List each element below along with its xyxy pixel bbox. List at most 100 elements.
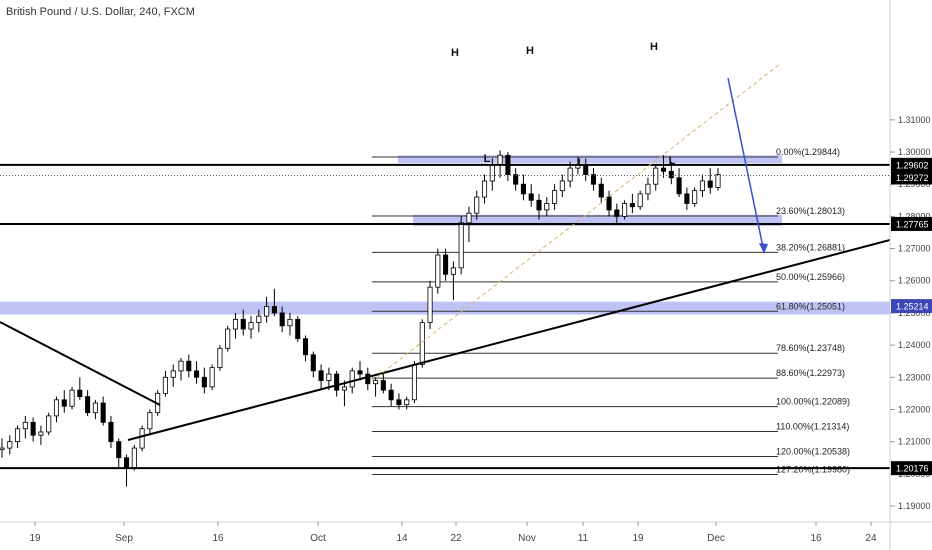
candle-76 [590,168,597,191]
zone-0 [398,155,782,163]
candle-body [232,318,239,330]
candle-body [668,170,674,179]
candle-body [660,167,667,172]
candle-53 [411,361,418,404]
fib-label-9: 120.00%(1.20538) [776,447,850,457]
chart-title: British Pound / U.S. Dollar, 240, FXCM [6,6,195,18]
candle-56 [435,248,441,294]
candle-73 [567,161,573,188]
y-tick-label-12: 1.31000 [898,115,931,125]
candle-body [552,190,558,204]
candle-body [61,399,67,407]
candle-90 [699,174,705,198]
candle-body [373,380,379,385]
candle-55 [427,280,433,330]
candle-68 [528,184,534,207]
x-tick-label-1: Sep [115,533,133,544]
candle-body [326,373,332,381]
candle-body [637,193,643,208]
fib-label-1: 23.60%(1.28013) [776,206,845,216]
x-tick-label-7: 11 [578,533,589,544]
candle-body [544,203,550,211]
projection-arrow[interactable] [727,77,765,253]
trendline-descending[interactable] [0,321,161,406]
candle-body [38,431,44,436]
candle-body [225,328,231,349]
x-tick-label-3: Oct [310,533,326,544]
candle-12 [92,399,98,420]
candle-body [131,447,137,468]
candle-body [598,183,604,198]
candle-47 [365,367,371,391]
candle-body [30,421,36,436]
y-tick-label-5: 1.24000 [898,340,931,350]
candle-body [388,389,394,401]
candle-body [22,421,28,430]
candle-8 [61,390,67,413]
fib-label-3: 50.00%(1.25966) [776,272,845,282]
candle-81 [629,193,635,214]
candle-6 [46,412,52,436]
candle-35 [271,288,277,317]
candle-body [248,322,254,330]
candle-66 [513,168,519,191]
candle-28 [217,345,223,371]
candle-body [513,174,519,185]
candle-body [645,183,651,195]
candle-body [341,386,347,391]
candle-43 [334,370,340,397]
price-badge-0: 1.29602 [891,157,932,172]
arrow-head-icon [759,243,768,254]
candle-body [178,360,184,372]
fib-label-6: 88.60%(1.22973) [776,368,845,378]
x-tick-label-9: Dec [707,533,725,544]
candle-body [520,183,526,195]
candle-body [699,180,705,192]
trendline-ascending[interactable] [127,239,891,441]
candle-body [443,254,449,275]
candle-57 [443,248,449,281]
candle-92 [715,168,721,191]
price-badge-1-text: 1.27765 [896,219,929,229]
x-tick-label-11: 24 [865,533,877,544]
candle-49 [380,374,386,394]
candle-30 [232,312,239,339]
candle-9 [69,386,75,410]
y-tick-label-8: 1.27000 [898,244,931,254]
price-badge-2: 1.20176 [891,461,932,476]
candle-body [559,180,565,192]
candle-body [614,209,620,217]
candle-5 [38,425,44,445]
zone-badge-text: 1.25214 [896,302,929,312]
candle-36 [279,306,285,333]
price-badge-1: 1.27765 [891,216,932,231]
fib-label-5: 78.60%(1.23748) [776,343,845,353]
time-axis[interactable]: 19 Sep 16 Oct 14 22 Nov 11 19 Dec 16 24 [29,522,877,544]
candle-body [295,318,301,340]
candle-body [590,174,597,185]
candle-29 [225,325,231,352]
candle-body [0,447,5,451]
candle-2 [15,425,21,449]
candle-body [194,370,200,378]
candle-body [396,399,402,406]
candle-4 [30,417,36,442]
candle-body [489,164,495,182]
candle-body [481,180,488,198]
candle-32 [248,316,254,339]
y-tick-label-9: 1.28000 [898,211,931,221]
candle-body [100,402,106,423]
fib-label-2: 38.20%(1.26881) [776,242,845,252]
candle-89 [692,187,698,207]
candle-24 [186,354,192,378]
candle-39 [302,335,309,362]
pattern-label-5: L [669,155,676,167]
candle-40 [310,351,316,378]
candle-13 [100,396,106,426]
candle-59 [458,216,464,275]
candle-body [380,380,386,391]
candle-0 [0,438,5,458]
candle-body [684,193,690,204]
candle-7 [53,396,60,423]
